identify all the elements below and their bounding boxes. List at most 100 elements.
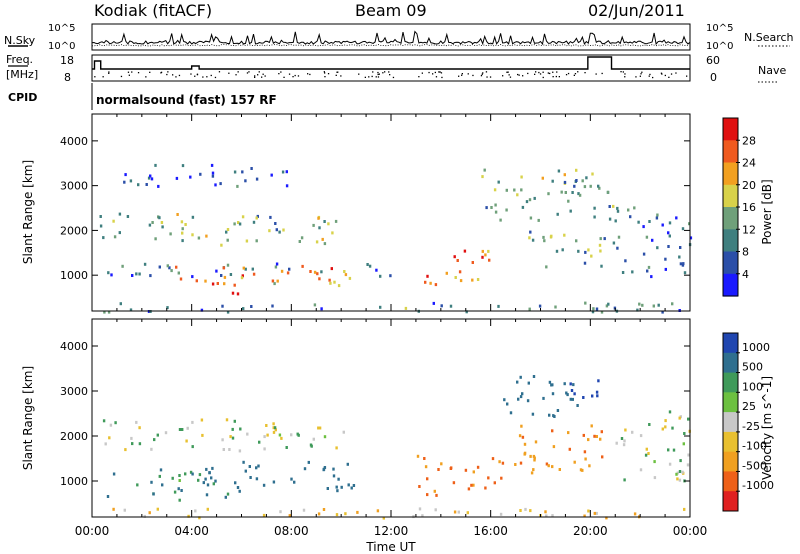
echo-cell (493, 188, 497, 192)
echo-cell (210, 163, 214, 167)
echo-cell (584, 457, 587, 461)
nave-dot (210, 74, 212, 77)
echo-cell (501, 461, 505, 465)
echo-cell (595, 435, 598, 438)
echo-cell (548, 413, 551, 417)
power-echoes (99, 163, 693, 314)
echo-cell (263, 435, 266, 439)
echo-cell (181, 239, 184, 243)
nave-dot (280, 71, 282, 73)
nave-dot (595, 73, 597, 75)
echo-cell (318, 277, 321, 281)
echo-cell (346, 462, 349, 466)
echo-cell (205, 493, 209, 497)
nsearch-trace (91, 44, 691, 47)
echo-cell (214, 479, 217, 483)
echo-cell (272, 422, 275, 426)
nave-dot (364, 76, 366, 78)
echo-cell (472, 483, 475, 487)
nave-dot (620, 71, 622, 73)
echo-cell (112, 507, 115, 511)
echo-cell (282, 228, 285, 232)
nave-dot (254, 75, 256, 77)
echo-cell (642, 225, 645, 229)
echo-cell (647, 265, 651, 269)
nave-dot (261, 76, 263, 78)
echo-cell (629, 215, 632, 219)
echo-cell (337, 284, 341, 288)
nave-dot (190, 73, 192, 75)
echo-cell (238, 449, 242, 453)
echo-cell (333, 280, 336, 284)
echo-cell (154, 237, 157, 241)
nave-dot (549, 72, 551, 75)
echo-cell (135, 420, 138, 424)
echo-cell (681, 227, 685, 231)
echo-cell (463, 249, 467, 253)
echo-cell (280, 269, 284, 273)
echo-cell (563, 382, 566, 386)
nave-dot (137, 72, 140, 74)
echo-cell (681, 263, 685, 267)
echo-cell (686, 463, 690, 467)
echo-cell (617, 235, 621, 239)
nave-dot (246, 72, 249, 74)
echo-cell (560, 190, 563, 194)
echo-cell (226, 228, 230, 231)
echo-cell (309, 270, 312, 273)
echo-cell (519, 375, 522, 379)
echo-cell (104, 442, 107, 446)
echo-cell (531, 238, 535, 242)
echo-cell (215, 269, 218, 273)
nave-dot (389, 74, 391, 76)
nave-dot (538, 71, 540, 74)
echo-cell (466, 511, 469, 515)
time-tick-label: 12:00 (374, 524, 409, 538)
echo-cell (516, 193, 519, 197)
echo-cell (616, 209, 620, 213)
echo-cell (675, 216, 678, 220)
echo-cell (639, 434, 643, 438)
echo-cell (153, 438, 156, 442)
echo-cell (678, 255, 681, 259)
nave-dot (601, 72, 603, 75)
echo-cell (226, 310, 230, 314)
nave-dot (292, 76, 294, 78)
echo-cell (648, 423, 651, 426)
echo-cell (547, 464, 550, 468)
echo-cell (491, 457, 495, 461)
time-tick-label: 16:00 (473, 524, 508, 538)
echo-cell (426, 477, 429, 481)
echo-cell (242, 307, 245, 311)
echo-cell (497, 180, 500, 184)
nave-dot (461, 73, 463, 75)
echo-cell (160, 221, 164, 224)
echo-cell (429, 281, 432, 285)
echo-cell (135, 272, 138, 276)
nave-dot (573, 74, 575, 76)
nave-dot (388, 71, 390, 73)
echo-cell (290, 433, 293, 437)
nave-dot (435, 76, 438, 78)
echo-cell (567, 431, 570, 435)
echo-cell (679, 246, 682, 249)
freq-label-line1: Freq. (6, 53, 33, 66)
nave-dot (547, 72, 549, 74)
echo-cell (556, 409, 560, 412)
echo-cell (687, 417, 690, 421)
echo-cell (573, 460, 576, 464)
echo-cell (255, 239, 258, 243)
echo-cell (551, 429, 554, 433)
echo-cell (184, 472, 187, 476)
colorbar-tick-label: 4 (742, 268, 749, 281)
echo-cell (201, 433, 204, 437)
echo-cell (583, 450, 587, 454)
echo-cell (645, 235, 649, 239)
noise-panel: N.Sky 10^5 10^0 10^5 10^0 N.Search (4, 23, 794, 52)
echo-cell (449, 304, 453, 308)
nave-dot (441, 76, 443, 79)
nave-dot (635, 76, 637, 78)
echo-cell (238, 489, 241, 493)
echo-cell (667, 245, 670, 248)
echo-cell (148, 511, 151, 515)
